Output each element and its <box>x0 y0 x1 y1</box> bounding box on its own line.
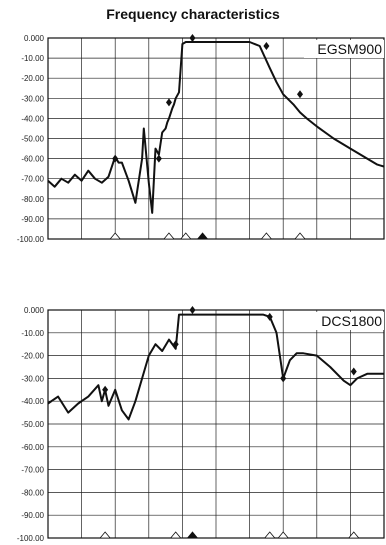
marker-point <box>172 340 179 349</box>
y-tick-label: -60.00 <box>21 443 44 452</box>
marker-point <box>263 42 270 51</box>
y-tick-label: 0.000 <box>24 306 45 315</box>
y-tick-label: -10.00 <box>21 329 44 338</box>
y-tick-label: 0.000 <box>24 34 45 43</box>
label-backing <box>304 40 384 58</box>
plot-frame <box>47 37 385 240</box>
y-tick-label: -40.00 <box>21 397 44 406</box>
marker-point <box>155 154 162 163</box>
y-tick-label: -50.00 <box>21 135 44 144</box>
chart-label: EGSM900 <box>317 41 382 57</box>
y-tick-label: -90.00 <box>21 511 44 520</box>
y-tick-label: -100.00 <box>17 235 45 244</box>
y-tick-label: -90.00 <box>21 215 44 224</box>
dcs1800-chart: 0.000 -10.00 -20.00 -30.00 -40.00 -50.00 -60.0… <box>17 306 385 542</box>
freq-marker <box>169 531 182 539</box>
chart-label: DCS1800 <box>321 313 382 329</box>
y-tick-label: -80.00 <box>21 488 44 497</box>
y-tick-label: -70.00 <box>21 466 44 475</box>
y-tick-label: -30.00 <box>21 94 44 103</box>
y-tick-label: -50.00 <box>21 420 44 429</box>
freq-marker <box>260 232 273 240</box>
marker-point <box>280 374 287 383</box>
marker-point <box>189 34 196 42</box>
marker-point <box>102 385 109 394</box>
freq-marker <box>179 232 192 240</box>
freq-marker <box>99 531 111 539</box>
y-tick-label: -60.00 <box>21 155 44 164</box>
plot-frame <box>47 309 385 539</box>
freq-marker <box>277 531 290 539</box>
y-tick-label: -20.00 <box>21 352 44 361</box>
freq-marker <box>109 232 122 240</box>
y-tick-label: -70.00 <box>21 175 44 184</box>
chart-title: Frequency characteristics <box>106 6 280 22</box>
label-backing <box>304 312 384 330</box>
freq-marker <box>186 531 199 539</box>
freq-marker <box>263 531 276 539</box>
y-tick-label: -40.00 <box>21 114 44 123</box>
marker-point <box>165 98 172 107</box>
y-tick-label: -80.00 <box>21 195 44 204</box>
marker-point <box>112 154 119 163</box>
freq-marker <box>163 232 175 240</box>
series-line <box>47 41 385 214</box>
y-tick-label: -100.00 <box>17 534 45 542</box>
marker-point <box>189 306 196 314</box>
marker-point <box>266 312 273 321</box>
freq-marker <box>347 531 360 539</box>
freq-marker <box>294 232 306 240</box>
marker-point <box>350 367 357 376</box>
y-tick-label: -10.00 <box>21 54 44 63</box>
y-tick-label: -30.00 <box>21 374 44 383</box>
y-tick-label: -20.00 <box>21 74 44 83</box>
marker-point <box>297 90 303 99</box>
egsm900-chart: 0.000 -10.00 -20.00 -30.00 -40.00 -50.00 -60.0… <box>17 34 385 244</box>
freq-marker <box>196 232 209 240</box>
